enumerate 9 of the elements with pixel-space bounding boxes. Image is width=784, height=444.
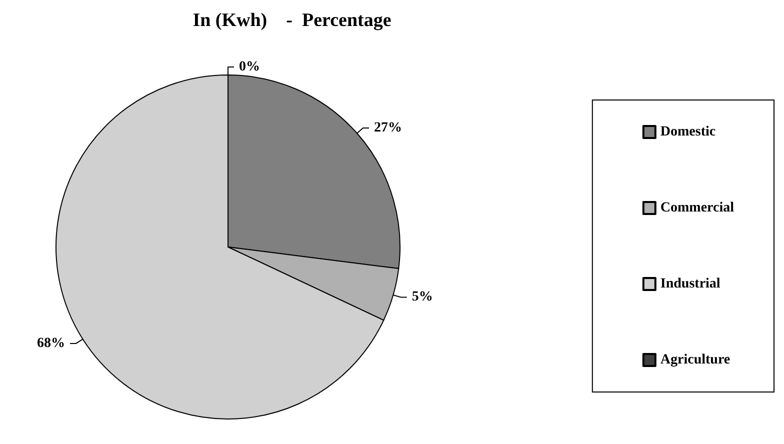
legend-label: Commercial — [660, 200, 734, 216]
legend-label: Domestic — [660, 124, 716, 140]
data-label: 5% — [412, 290, 433, 305]
legend-label: Industrial — [660, 276, 720, 292]
chart-title: In (Kwh) - Percentage — [192, 10, 392, 31]
text: 0% — [239, 60, 260, 74]
legend-label: Agriculture — [660, 352, 730, 368]
data-label: 68% — [37, 336, 66, 351]
data-label: 27% — [374, 120, 402, 136]
